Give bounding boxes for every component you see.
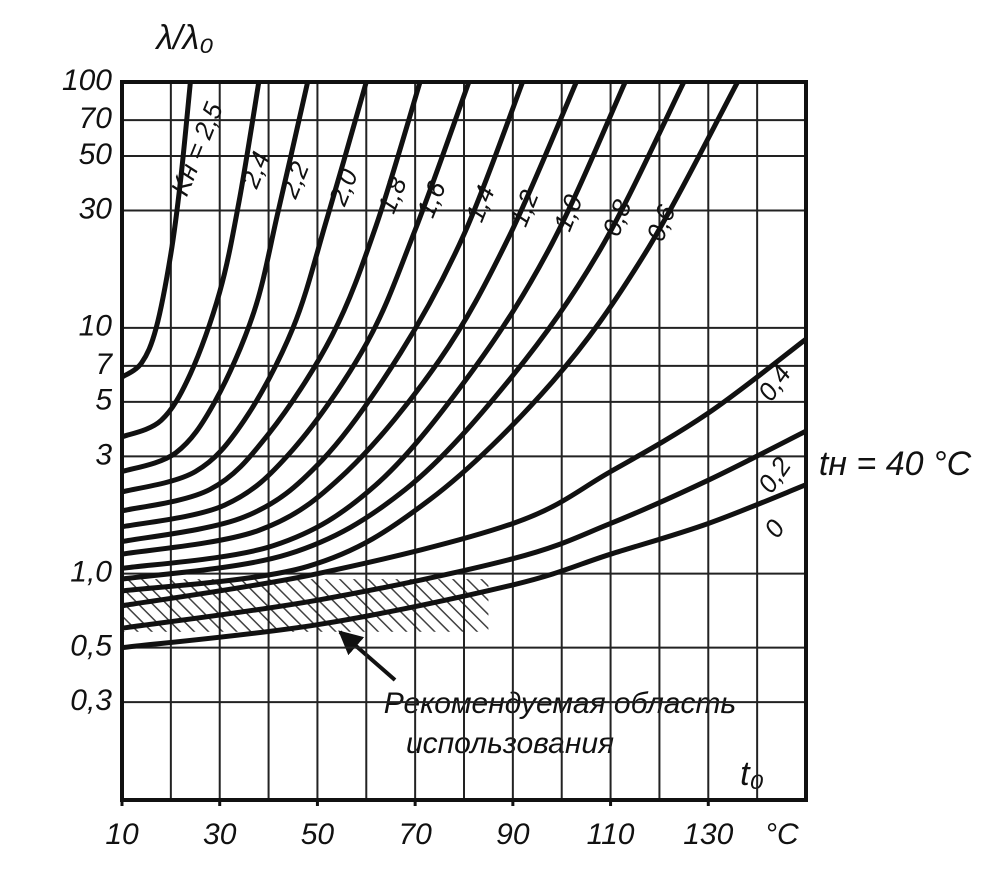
y-tick-label: 0,5 bbox=[70, 630, 112, 663]
curves bbox=[122, 82, 806, 651]
curve bbox=[122, 82, 579, 557]
curve-label: 1,2 bbox=[503, 185, 545, 230]
x-axis-label: t₀ bbox=[740, 755, 764, 793]
x-unit: °C bbox=[765, 818, 799, 851]
y-tick-label: 70 bbox=[79, 102, 113, 135]
y-tick-label: 100 bbox=[62, 64, 112, 97]
x-tick-label: 10 bbox=[105, 818, 139, 851]
y-tick-label: 5 bbox=[95, 384, 112, 417]
curve bbox=[122, 482, 806, 651]
region-note: использования bbox=[406, 727, 614, 760]
y-tick-label: 10 bbox=[79, 310, 113, 343]
curve bbox=[122, 82, 740, 594]
annotation: tн = 40 °C bbox=[819, 445, 972, 483]
curve-label: 2,0 bbox=[322, 164, 364, 210]
y-tick-label: 50 bbox=[79, 138, 113, 171]
curve bbox=[122, 82, 262, 440]
curve bbox=[122, 337, 806, 609]
curve bbox=[122, 428, 806, 631]
curve bbox=[122, 82, 311, 475]
curve bbox=[122, 82, 687, 582]
y-tick-label: 1,0 bbox=[70, 556, 112, 589]
y-tick-label: 30 bbox=[79, 192, 113, 225]
region-note: Рекомендуемая область bbox=[384, 687, 736, 720]
x-tick-label: 50 bbox=[301, 818, 335, 851]
x-tick-label: 70 bbox=[398, 818, 432, 851]
curve-label: 1,4 bbox=[459, 181, 500, 226]
curve-label: 1,6 bbox=[410, 176, 452, 221]
curve bbox=[122, 82, 472, 530]
curve-label: 0,6 bbox=[640, 200, 682, 245]
x-tick-label: 90 bbox=[496, 818, 530, 851]
x-tick-label: 110 bbox=[587, 818, 635, 851]
y-axis-label: λ/λ₀ bbox=[154, 19, 213, 57]
curve-label: 0,8 bbox=[596, 195, 638, 240]
curve bbox=[122, 82, 193, 380]
curve bbox=[122, 82, 628, 571]
curve bbox=[122, 82, 525, 545]
curve-label: 0 bbox=[758, 514, 791, 543]
arrow bbox=[338, 630, 397, 682]
y-tick-label: 7 bbox=[95, 348, 113, 381]
y-tick-label: 3 bbox=[95, 438, 112, 471]
curve bbox=[122, 82, 423, 514]
y-tick-label: 0,3 bbox=[70, 684, 112, 717]
x-tick-label: 130 bbox=[683, 818, 733, 851]
curve bbox=[122, 82, 369, 495]
curve-label: 1,0 bbox=[547, 190, 589, 235]
x-tick-label: 30 bbox=[203, 818, 237, 851]
plot-frame bbox=[120, 80, 808, 802]
